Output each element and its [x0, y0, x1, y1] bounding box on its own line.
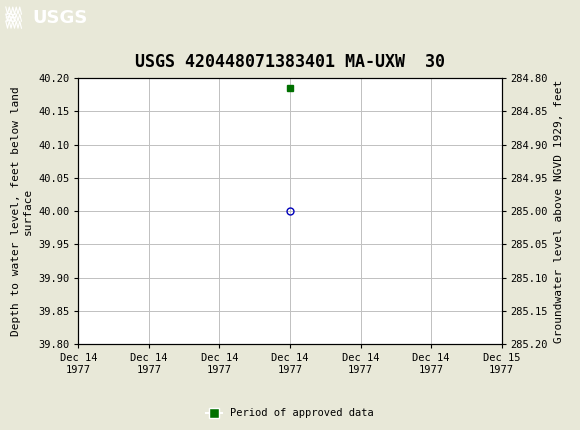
Y-axis label: Groundwater level above NGVD 1929, feet: Groundwater level above NGVD 1929, feet: [554, 80, 564, 343]
Y-axis label: Depth to water level, feet below land
surface: Depth to water level, feet below land su…: [11, 86, 32, 336]
Text: ≋: ≋: [3, 9, 17, 27]
Text: USGS: USGS: [32, 9, 87, 27]
Title: USGS 420448071383401 MA-UXW  30: USGS 420448071383401 MA-UXW 30: [135, 53, 445, 71]
Legend: Period of approved data: Period of approved data: [202, 404, 378, 423]
